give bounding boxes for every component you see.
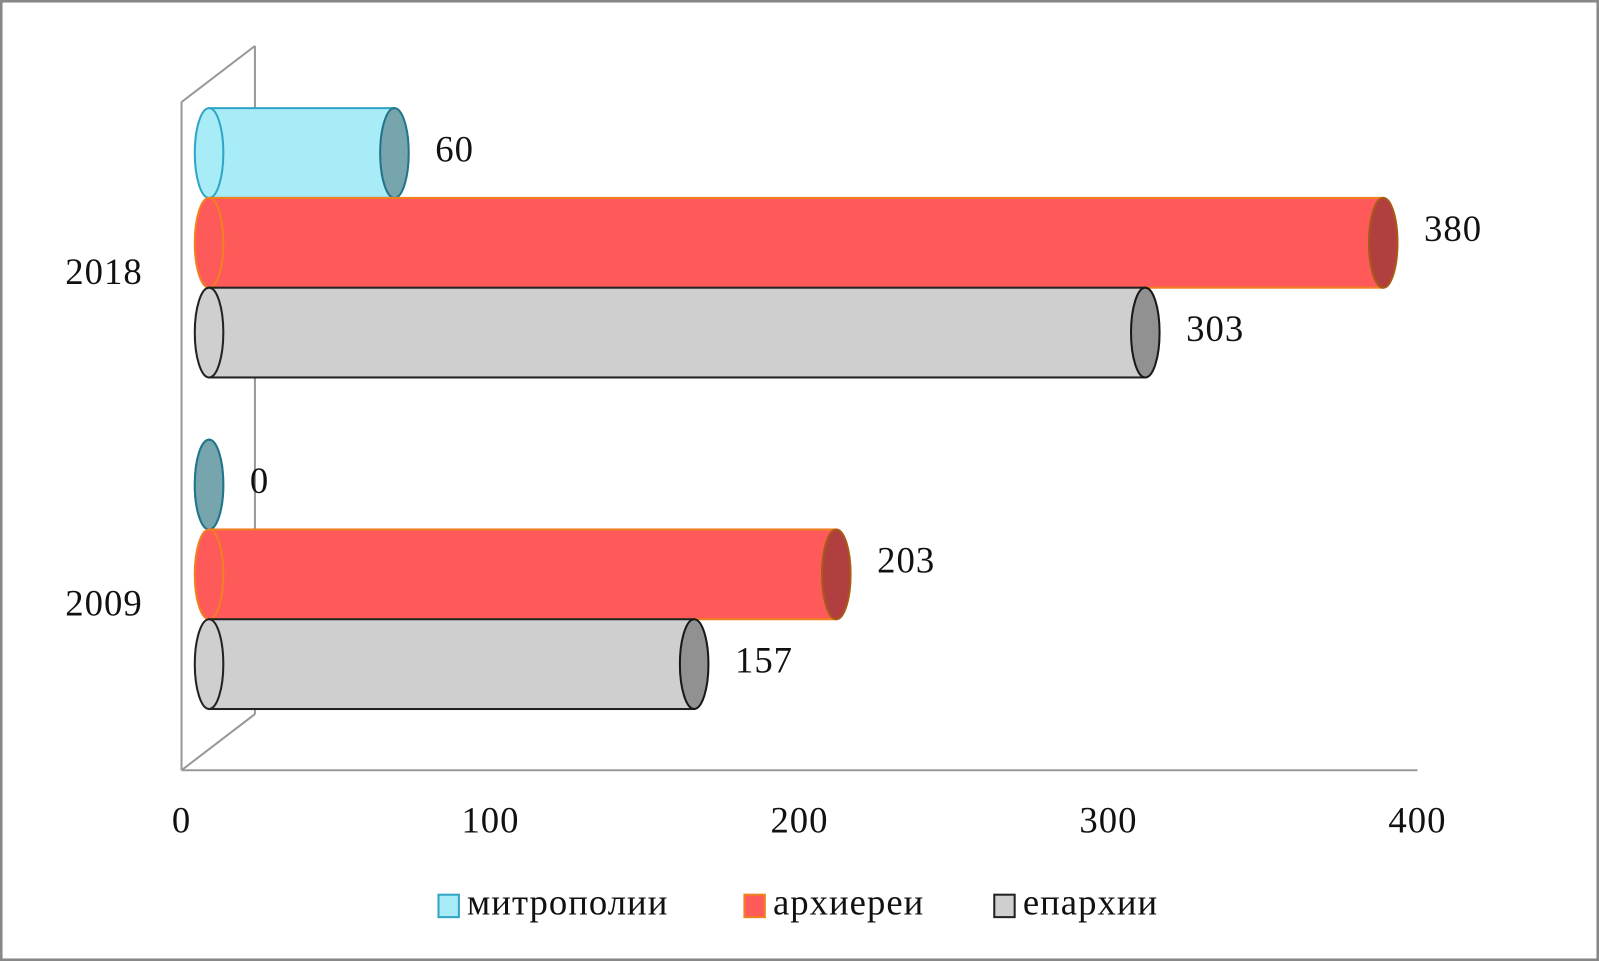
legend-label: епархии <box>1023 881 1158 922</box>
bar-body <box>208 618 696 711</box>
value-label: 303 <box>1186 308 1244 349</box>
x-tick-label: 300 <box>1079 800 1137 841</box>
bar-body <box>208 286 1147 379</box>
bar-cap <box>821 528 852 621</box>
bar-body <box>208 196 1385 289</box>
bar <box>193 438 225 531</box>
y-tick-label: 2009 <box>65 582 142 623</box>
bar <box>193 618 710 711</box>
y-tick-label: 2018 <box>65 251 142 292</box>
bar-start <box>193 196 225 289</box>
value-label: 203 <box>877 540 935 581</box>
legend-swatch <box>743 893 766 919</box>
legend-swatch <box>993 893 1016 919</box>
bar-cap <box>1367 196 1399 289</box>
x-tick-label: 200 <box>770 800 828 841</box>
bar-start <box>193 618 225 711</box>
bar-start <box>193 107 225 199</box>
legend-label: архиереи <box>773 881 924 922</box>
bar-cap <box>193 438 225 531</box>
value-label: 157 <box>735 640 793 681</box>
bar <box>193 528 852 621</box>
legend-swatch <box>437 893 460 919</box>
x-tick-label: 100 <box>461 800 519 841</box>
value-label: 380 <box>1424 208 1482 249</box>
bar-body <box>208 107 396 199</box>
x-tick-label: 0 <box>172 800 191 841</box>
bar <box>193 286 1161 379</box>
bar-cap <box>379 107 410 199</box>
bar-start <box>193 286 225 379</box>
x-tick-label: 400 <box>1388 800 1446 841</box>
value-label: 60 <box>435 128 474 169</box>
legend-label: митрополии <box>467 881 668 922</box>
value-label: 0 <box>250 460 269 501</box>
bar <box>193 107 410 199</box>
bar-start <box>193 528 225 621</box>
bar <box>193 196 1399 289</box>
bar-cap <box>678 618 710 711</box>
bar-body <box>208 528 838 621</box>
bar-cap <box>1129 286 1161 379</box>
